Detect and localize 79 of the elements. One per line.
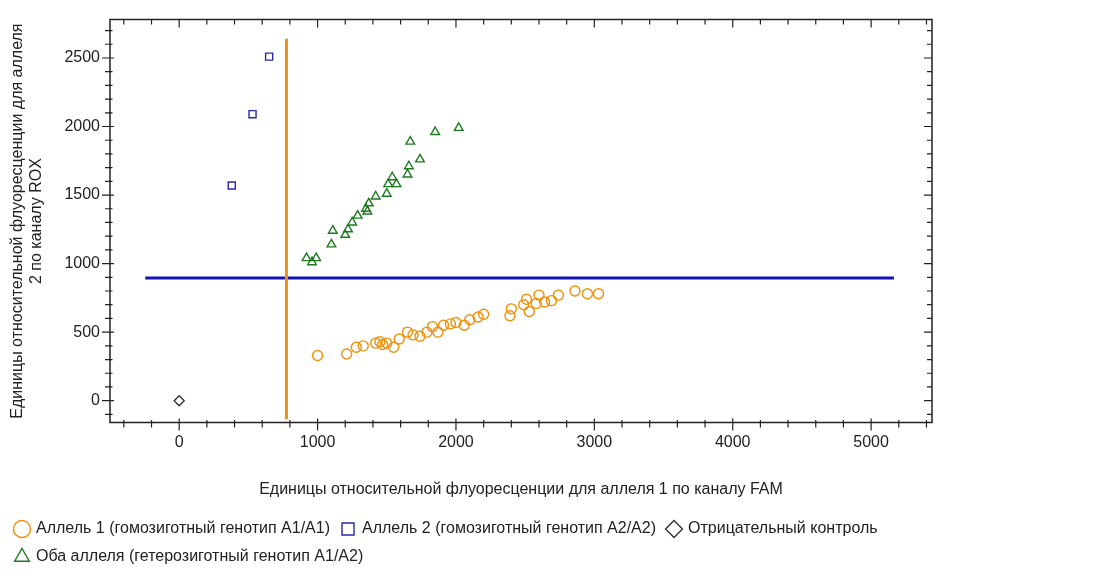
- point: [552, 289, 565, 301]
- point: [437, 319, 450, 331]
- point: [393, 333, 405, 345]
- point: [326, 238, 337, 248]
- legend-label: Аллель 1 (гомозиготный генотип A1/A1): [36, 519, 331, 537]
- point: [381, 187, 392, 197]
- point: [533, 289, 545, 301]
- point: [569, 285, 581, 297]
- point: [370, 190, 381, 200]
- point: [520, 293, 533, 305]
- point: [421, 326, 433, 338]
- point: [363, 197, 374, 207]
- point: [340, 348, 353, 360]
- x-tick-label: 4000: [714, 432, 751, 450]
- x-tick-label: 3000: [576, 432, 613, 450]
- legend-label: Оба аллеля (гетерозиготный генотип A1/A2): [36, 547, 364, 565]
- point: [352, 209, 363, 219]
- point: [383, 178, 394, 188]
- y-tick-label: 1000: [64, 254, 101, 271]
- point: [538, 296, 551, 308]
- y-tick-label: 500: [73, 322, 101, 340]
- legend-label: Отрицательный контроль: [688, 519, 878, 537]
- point: [505, 303, 518, 315]
- point: [311, 349, 324, 362]
- point: [307, 256, 318, 266]
- y-axis-title: Единицы относительной флуоресценции для аллеля 2 по каналу ROX: [8, 23, 45, 419]
- point: [381, 337, 393, 349]
- point: [453, 122, 464, 132]
- point: [369, 337, 382, 349]
- point: [504, 309, 516, 322]
- point: [248, 109, 257, 119]
- point: [458, 319, 470, 331]
- point: [350, 341, 363, 353]
- point: [407, 329, 419, 341]
- point: [360, 203, 372, 212]
- y-tick-label: 0: [91, 391, 101, 409]
- point: [227, 181, 237, 190]
- point: [472, 311, 484, 323]
- point: [426, 320, 439, 333]
- point: [362, 205, 373, 215]
- x-tick-label: 0: [174, 432, 184, 450]
- point: [387, 171, 398, 181]
- point: [403, 160, 414, 170]
- y-tick-label: 2000: [64, 116, 101, 134]
- y-tick-label: 1500: [64, 185, 101, 203]
- point: [340, 229, 351, 239]
- point: [327, 225, 338, 234]
- point: [173, 394, 185, 407]
- point: [391, 178, 402, 188]
- point: [444, 318, 457, 330]
- point: [592, 288, 605, 300]
- point: [414, 330, 426, 342]
- point: [430, 126, 441, 136]
- point: [357, 340, 369, 352]
- y-tick-label: 2500: [64, 48, 101, 66]
- legend-label: Аллель 2 (гомозиготный генотип A2/A2): [362, 519, 657, 537]
- point: [581, 288, 594, 300]
- point: [432, 326, 444, 338]
- point: [545, 294, 558, 307]
- point: [518, 299, 530, 311]
- x-tick-label: 1000: [299, 432, 336, 450]
- point: [414, 153, 426, 163]
- x-axis-title: Единицы относительной флуоресценции для аллеля 1 по каналу FAM: [259, 479, 783, 497]
- point: [464, 314, 476, 326]
- point: [523, 305, 535, 318]
- point: [402, 168, 413, 178]
- point: [342, 223, 354, 233]
- point: [264, 52, 274, 61]
- point: [301, 252, 312, 262]
- point: [530, 297, 542, 310]
- point: [405, 135, 416, 145]
- point: [450, 316, 462, 329]
- point: [387, 341, 400, 353]
- point: [477, 308, 490, 321]
- point: [401, 326, 414, 338]
- point: [347, 216, 358, 226]
- point: [311, 252, 322, 262]
- x-tick-label: 5000: [853, 432, 890, 450]
- x-tick-label: 2000: [438, 432, 474, 450]
